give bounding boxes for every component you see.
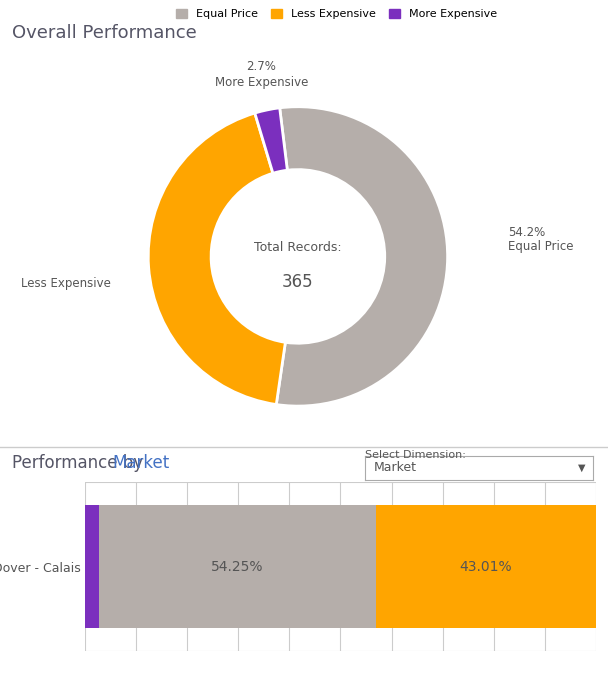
Text: Total Records:: Total Records: xyxy=(254,241,342,254)
Text: More Expensive: More Expensive xyxy=(215,76,308,89)
Text: Select Dimension:: Select Dimension: xyxy=(365,450,466,460)
Text: 43.0%: 43.0% xyxy=(0,692,1,693)
Text: 54.25%: 54.25% xyxy=(212,559,264,574)
Wedge shape xyxy=(255,108,288,173)
Bar xyxy=(99,505,376,628)
Wedge shape xyxy=(148,113,285,405)
Text: ▼: ▼ xyxy=(578,463,586,473)
Text: 43.01%: 43.01% xyxy=(460,559,513,574)
Text: 365: 365 xyxy=(282,273,314,291)
Wedge shape xyxy=(276,107,447,406)
Text: Performance by: Performance by xyxy=(12,454,148,472)
Text: Market: Market xyxy=(374,462,417,474)
Text: Equal Price: Equal Price xyxy=(508,240,573,252)
Text: Market: Market xyxy=(112,454,170,472)
Bar xyxy=(85,505,99,628)
Text: 2.7%: 2.7% xyxy=(246,60,277,73)
Text: Less Expensive: Less Expensive xyxy=(21,277,111,290)
Legend: Equal Price, Less Expensive, More Expensive: Equal Price, Less Expensive, More Expens… xyxy=(176,9,497,19)
Bar xyxy=(376,505,596,628)
Text: 54.2%: 54.2% xyxy=(508,226,545,238)
Text: Overall Performance: Overall Performance xyxy=(12,24,197,42)
